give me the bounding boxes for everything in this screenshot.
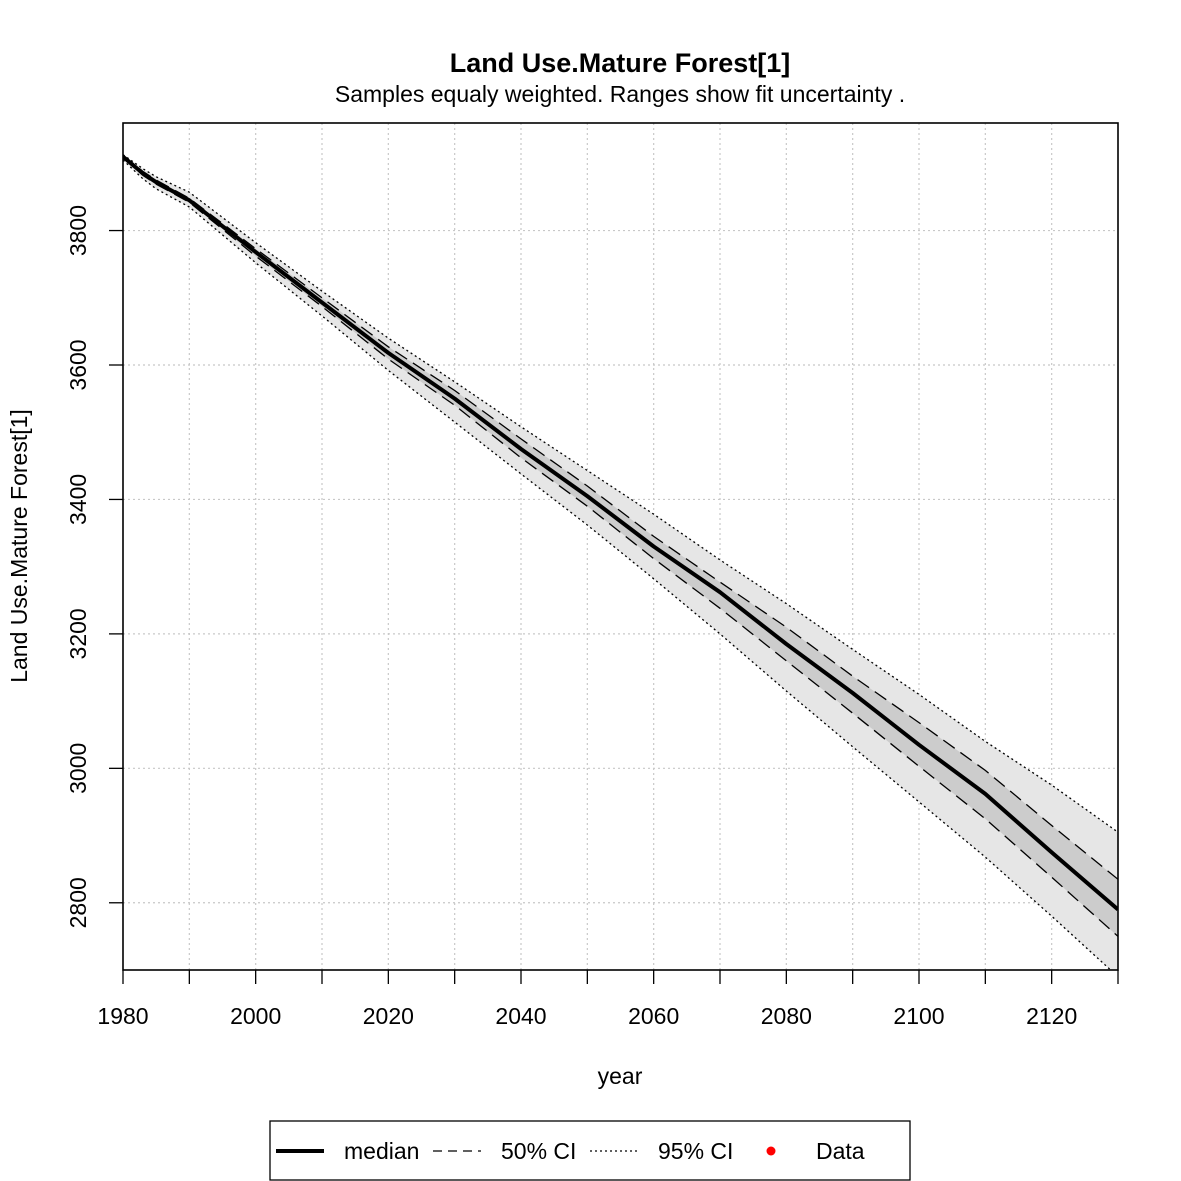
chart-title: Land Use.Mature Forest[1]: [450, 48, 791, 78]
x-tick-label: 2040: [495, 1003, 546, 1029]
y-tick-label: 3200: [65, 608, 91, 659]
line-95ci-lower: [123, 159, 1112, 970]
x-tick-label: 2120: [1026, 1003, 1077, 1029]
y-tick-label: 3400: [65, 474, 91, 525]
x-axis-label: year: [598, 1063, 643, 1089]
y-tick-label: 2800: [65, 877, 91, 928]
x-axis: 1980 2000 2020 2040 2060 2080 2100 2120: [97, 970, 1119, 1029]
y-axis: 2800 3000 3200 3400 3600 3800: [65, 205, 123, 928]
x-tick-label: 2060: [628, 1003, 679, 1029]
chart-subtitle: Samples equaly weighted. Ranges show fit…: [335, 81, 905, 107]
x-tick-label: 2100: [893, 1003, 944, 1029]
legend-median-label: median: [344, 1138, 419, 1164]
series-lines: [123, 154, 1118, 970]
y-tick-label: 3000: [65, 743, 91, 794]
legend-50ci-label: 50% CI: [501, 1138, 576, 1164]
line-median: [123, 155, 1118, 912]
x-tick-label: 2020: [363, 1003, 414, 1029]
x-tick-label: 1980: [97, 1003, 148, 1029]
legend-data-label: Data: [816, 1138, 865, 1164]
plot-frame: [122, 122, 1119, 971]
legend: median 50% CI 95% CI Data: [269, 1120, 911, 1181]
x-tick-label: 2080: [761, 1003, 812, 1029]
legend-95ci-label: 95% CI: [658, 1138, 733, 1164]
y-tick-label: 3800: [65, 205, 91, 256]
y-tick-label: 3600: [65, 339, 91, 390]
y-axis-label: Land Use.Mature Forest[1]: [6, 409, 32, 683]
legend-data-swatch: [766, 1146, 776, 1156]
x-tick-label: 2000: [230, 1003, 281, 1029]
line-95ci-upper: [123, 154, 1118, 833]
